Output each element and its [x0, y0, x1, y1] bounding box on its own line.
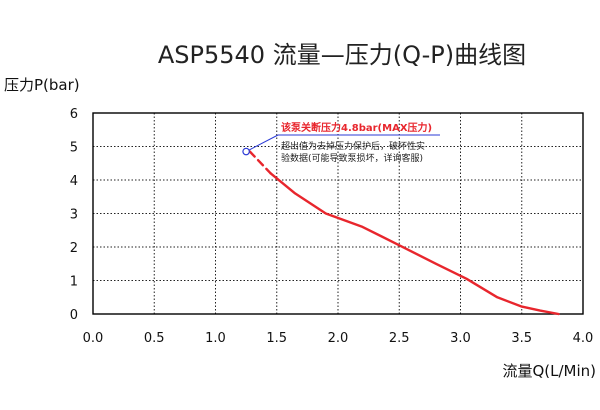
warning-line-2: 验数据(可能导致泵损坏，详询客服) [281, 152, 423, 164]
x-tick-label-7: 3.5 [511, 331, 532, 346]
y-tick-label-0: 0 [70, 308, 78, 323]
y-tick-label-3: 3 [70, 208, 78, 223]
x-tick-label-3: 1.5 [266, 331, 287, 346]
grid [93, 113, 583, 314]
max-pressure-note: 该泵关断压力4.8bar(MAX压力) [281, 121, 432, 134]
chart-title: ASP5540 流量—压力(Q-P)曲线图 [158, 41, 526, 69]
y-tick-label-6: 6 [70, 107, 78, 122]
y-tick-label-2: 2 [70, 241, 78, 256]
y-tick-label-5: 5 [70, 141, 78, 156]
series-0-dashed-segment [248, 150, 272, 175]
series-0-line [269, 172, 560, 316]
max-pressure-marker [242, 147, 250, 156]
plot-frame [92, 112, 584, 315]
warning-line-1: 超出值为去掉压力保护后，破坏性实 [281, 140, 425, 152]
x-tick-label-6: 3.0 [450, 331, 471, 346]
y-axis-label: 压力P(bar) [4, 76, 80, 94]
x-tick-label-2: 1.0 [205, 331, 226, 346]
x-tick-label-0: 0.0 [83, 331, 104, 346]
x-tick-label-8: 4.0 [573, 331, 594, 346]
x-axis-label: 流量Q(L/Min) [502, 362, 596, 380]
x-tick-labels: 0.0 0.5 1.0 1.5 2.0 2.5 3.0 3.5 4.0 [83, 331, 594, 346]
annotation-leader-line [245, 134, 279, 152]
x-tick-label-4: 2.0 [328, 331, 349, 346]
y-tick-labels: 0 1 2 3 4 5 6 [70, 107, 78, 323]
annotation-layer: 该泵关断压力4.8bar(MAX压力) 超出值为去掉压力保护后，破坏性实 验数据… [242, 121, 440, 164]
series-layer [248, 150, 560, 316]
x-tick-label-5: 2.5 [389, 331, 410, 346]
y-tick-label-4: 4 [70, 174, 78, 189]
x-tick-label-1: 0.5 [144, 331, 165, 346]
y-tick-label-1: 1 [70, 275, 78, 290]
